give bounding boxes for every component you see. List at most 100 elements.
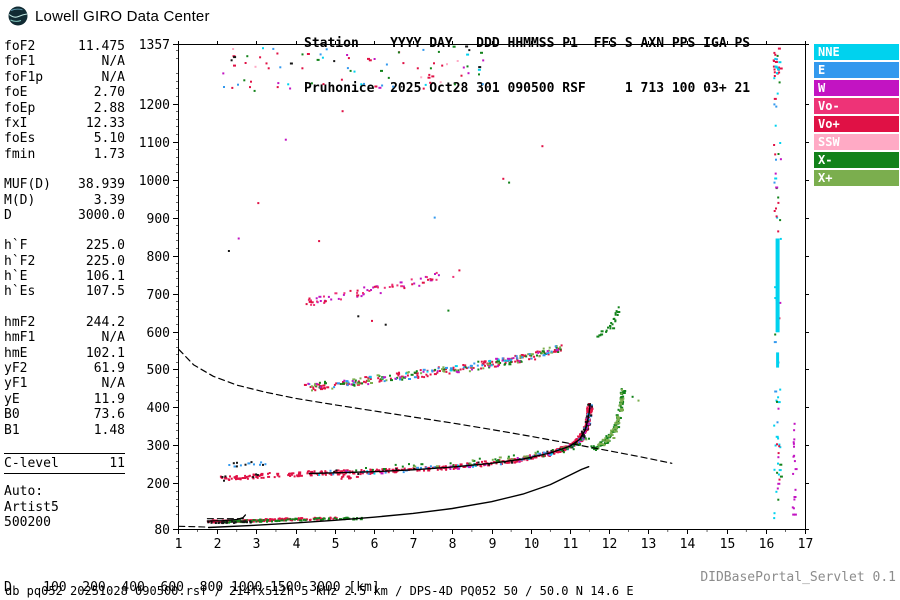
f-trace-fit [308,403,591,475]
x-tick-label: 4 [293,537,301,552]
param-label: fxI [4,115,28,131]
param-value: N/A [101,376,125,392]
axis-labels: 8020030040050060070080090010001100120013… [139,38,814,552]
param-label: h`F2 [4,253,36,269]
param-label: hmF1 [4,330,36,346]
param-row: B1 1.48 [4,423,125,438]
param-value: 3.39 [93,192,125,208]
param-value: 106.1 [85,269,125,285]
param-label: foF1 [4,54,36,70]
y-tick-label: 200 [147,477,170,492]
param-row: h`E 106.1 [4,269,125,284]
fitted-trace-lines [178,348,673,529]
x-tick-label: 12 [602,537,618,552]
param-label: yF1 [4,376,28,392]
legend-item-vo: Vo+ [814,116,899,132]
data-file-info: db pq052 20251028 090500.rsf / 214fx512h… [5,584,634,598]
param-value: 3000.0 [78,207,125,223]
polarization-legend: NNE E W Vo- Vo+ SSW X- X+ [814,44,899,188]
param-label: MUF(D) [4,177,51,193]
e-trace-fit [206,514,247,522]
y-tick-label: 700 [147,288,170,303]
x-tick-label: 11 [563,537,579,552]
y-tick-label: 400 [147,401,170,416]
param-row: yF2 61.9 [4,361,125,376]
param-value: 102.1 [85,345,125,361]
station-header-labels: Station YYYY DAY DDD HHMMSS P1 FFS S AXN… [304,36,751,51]
param-row: M(D) 3.39 [4,193,125,208]
param-row: C-level 11 [4,456,125,471]
x-tick-label: 1 [175,537,183,552]
param-value: 11.9 [93,391,125,407]
x-tick-label: 3 [253,537,261,552]
auto-label: Artist5 [4,499,59,515]
y-tick-label: 80 [154,523,170,538]
param-row: hmF2 244.2 [4,315,125,330]
param-value: 11.475 [78,39,125,54]
plot-frame-and-ticks [173,41,809,534]
auto-line: Auto: [4,484,125,499]
legend-item-x: X- [814,152,899,168]
autoscaling-info: Auto: Artist5 500200 [4,484,125,530]
param-group: foF2 11.475 foF1 N/A foF1p N/A foE 2.70 foEp 2.88… [4,39,125,162]
param-value: 73.6 [93,407,125,423]
legend-item-w: W [814,80,899,96]
y-tick-label: 600 [147,326,170,341]
brand: Lowell GIRO Data Center [7,4,210,28]
param-label: C-level [4,455,59,471]
param-label: B0 [4,407,20,423]
profile-lead-dashed [178,525,210,528]
param-row: h`F 225.0 [4,238,125,253]
y-tick-label: 900 [147,212,170,227]
param-value: N/A [101,54,125,70]
param-value: 107.5 [85,284,125,300]
param-value: 1.73 [93,146,125,162]
param-label: fmin [4,146,36,162]
param-label: hmE [4,345,28,361]
x-tick-label: 13 [641,537,657,552]
legend-item-ssw: SSW [814,134,899,150]
param-label: hmF2 [4,314,36,330]
auto-label: 500200 [4,515,51,531]
param-row: fxI 12.33 [4,116,125,131]
param-row: foE 2.70 [4,85,125,100]
param-group: h`F 225.0 h`F2 225.0 h`E 106.1 h`Es 107.5 [4,238,125,300]
param-row: foF2 11.475 [4,39,125,54]
param-row: yF1 N/A [4,376,125,391]
param-label: D [4,207,12,223]
param-value: 38.939 [78,177,125,193]
param-value: 11 [109,455,125,471]
distance-row: D 100 200 400 600 800 1000 1500 3000 [km… [4,580,380,595]
param-label: yE [4,391,20,407]
param-row: D 3000.0 [4,208,125,223]
param-value: N/A [101,330,125,346]
param-label: foEp [4,100,36,116]
x-tick-label: 14 [680,537,696,552]
param-row: B0 73.6 [4,407,125,422]
y-tick-label: 1100 [139,136,170,151]
param-label: h`Es [4,284,36,300]
param-label: foEs [4,131,36,147]
rfi-bar [775,238,780,333]
param-label: h`F [4,238,28,254]
brand-title: Lowell GIRO Data Center [35,7,210,25]
param-label: yF2 [4,361,28,377]
x-tick-label: 15 [720,537,736,552]
param-value: 225.0 [85,238,125,254]
y-tick-label: 1200 [139,98,170,113]
param-value: 2.88 [93,100,125,116]
param-group: MUF(D) 38.939 M(D) 3.39 D 3000.0 [4,177,125,223]
param-value: 1.48 [93,422,125,438]
station-header: Station YYYY DAY DDD HHMMSS P1 FFS S AXN… [304,6,750,126]
param-value: 5.10 [93,131,125,147]
param-row: foEs 5.10 [4,131,125,146]
y-tick-label: 1357 [139,38,170,53]
parameter-panel: foF2 11.475 foF1 N/A foF1p N/A foE 2.70 foEp 2.88… [4,39,125,546]
param-row: hmE 102.1 [4,346,125,361]
x-tick-label: 5 [332,537,340,552]
param-row: foEp 2.88 [4,101,125,116]
x-tick-label: 16 [759,537,775,552]
distance-muf-table: D 100 200 400 600 800 1000 1500 3000 [km… [4,552,388,600]
param-row: foF1 N/A [4,54,125,69]
